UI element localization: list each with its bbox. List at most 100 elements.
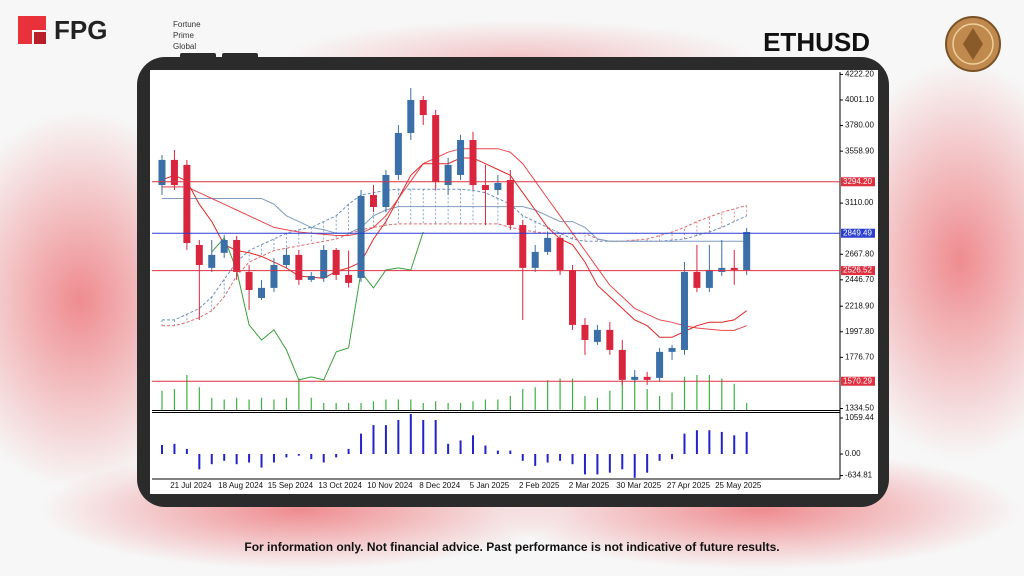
y-tick-label: 1776.70 [845,352,874,361]
candle-body [506,179,514,226]
level-tag [841,376,875,386]
candle-body [693,271,701,288]
symbol: ETHUSD [763,27,870,57]
candle-body [270,264,278,288]
x-tick-label: 18 Aug 2024 [218,481,263,490]
candle-body [320,249,328,278]
y-tick-label: -634.81 [845,471,873,480]
candle-body [631,376,639,380]
candle-body [743,232,751,270]
x-tick-label: 21 Jul 2024 [170,481,212,490]
candle-body [519,225,527,268]
x-tick-label: 30 Mar 2025 [616,481,661,490]
logo-tagline: Prime [173,31,194,40]
logo-mark [34,32,46,44]
candle-body [233,239,241,272]
candle-body [730,267,738,270]
y-tick-label: 4001.10 [845,95,874,104]
candle-body [531,251,539,268]
candle-body [643,376,651,380]
candle-body [195,244,203,265]
y-tick-label: 1997.80 [845,327,874,336]
level-tag [841,177,875,187]
candle-body [258,287,266,298]
y-tick-label: 1059.44 [845,413,874,422]
candle-body [158,159,166,186]
y-tick-label: 3558.90 [845,146,874,155]
logo-text: FPG [54,15,107,45]
candle-body [656,351,664,378]
cloud-span-a [162,188,747,321]
y-tick-label: 2218.90 [845,301,874,310]
x-tick-label: 2 Mar 2025 [569,481,610,490]
candle-body [581,324,589,340]
x-tick-label: 13 Oct 2024 [318,481,362,490]
level-label: 3294.20 [843,177,872,186]
candle-body [457,140,465,175]
level-label: 1570.29 [843,376,872,385]
y-tick-label: 4222.20 [845,70,874,79]
candle-body [208,254,216,268]
candle-body [481,185,489,191]
indicator-line [161,157,747,338]
candle-body [444,164,452,186]
candle-body [419,99,427,116]
candle-body [407,99,415,133]
level-label: 2526.52 [843,266,872,275]
candle-body [282,254,290,265]
level-tag [841,266,875,276]
x-tick-label: 10 Nov 2024 [367,481,413,490]
indicator-line [162,148,747,331]
candle-body [345,274,353,283]
y-tick-label: 2446.70 [845,275,874,284]
x-tick-label: 5 Jan 2025 [470,481,510,490]
coin-icon [963,28,983,60]
level-label: 2849.49 [843,228,872,237]
candle-body [469,140,477,186]
candle-body [332,249,340,275]
y-tick-label: 2667.80 [845,249,874,258]
candle-body [357,196,365,278]
y-tick-label: 3110.00 [845,198,874,207]
x-tick-label: 25 May 2025 [715,481,762,490]
candle-body [183,164,191,244]
candle-body [220,239,228,253]
candle-body [544,237,552,252]
candle-body [618,349,626,380]
candle-body [170,159,178,186]
disclaimer: For information only. Not financial advi… [244,540,779,554]
candle-body [606,329,614,350]
screen [150,70,878,494]
level-tag [841,228,875,238]
candle-body [593,329,601,342]
main-plot [158,87,751,410]
coin-icon [952,23,994,65]
candle-body [718,267,726,272]
candle-body [245,271,253,290]
candle-body [556,237,564,270]
x-tick-label: 8 Dec 2024 [419,481,460,490]
x-tick-label: 27 Apr 2025 [667,481,711,490]
y-tick-label: 1334.50 [845,404,874,413]
indicator-line [162,198,747,242]
candle-body [432,115,440,183]
candle-body [394,132,402,175]
candle-body [369,194,377,208]
candle-body [705,269,713,288]
candle-body [668,347,676,352]
y-tick-label: 3780.00 [845,121,874,130]
candle-body [680,271,688,350]
candle-body [382,174,390,208]
cloud-span-b [162,204,747,327]
candle-body [307,275,315,280]
candle-body [295,254,303,280]
logo-mark [18,16,46,44]
indicator-line [211,231,424,381]
y-tick-label: 0.00 [845,449,861,458]
x-tick-label: 2 Feb 2025 [519,481,560,490]
logo-tagline: Fortune [173,20,201,29]
candle-body [494,182,502,191]
